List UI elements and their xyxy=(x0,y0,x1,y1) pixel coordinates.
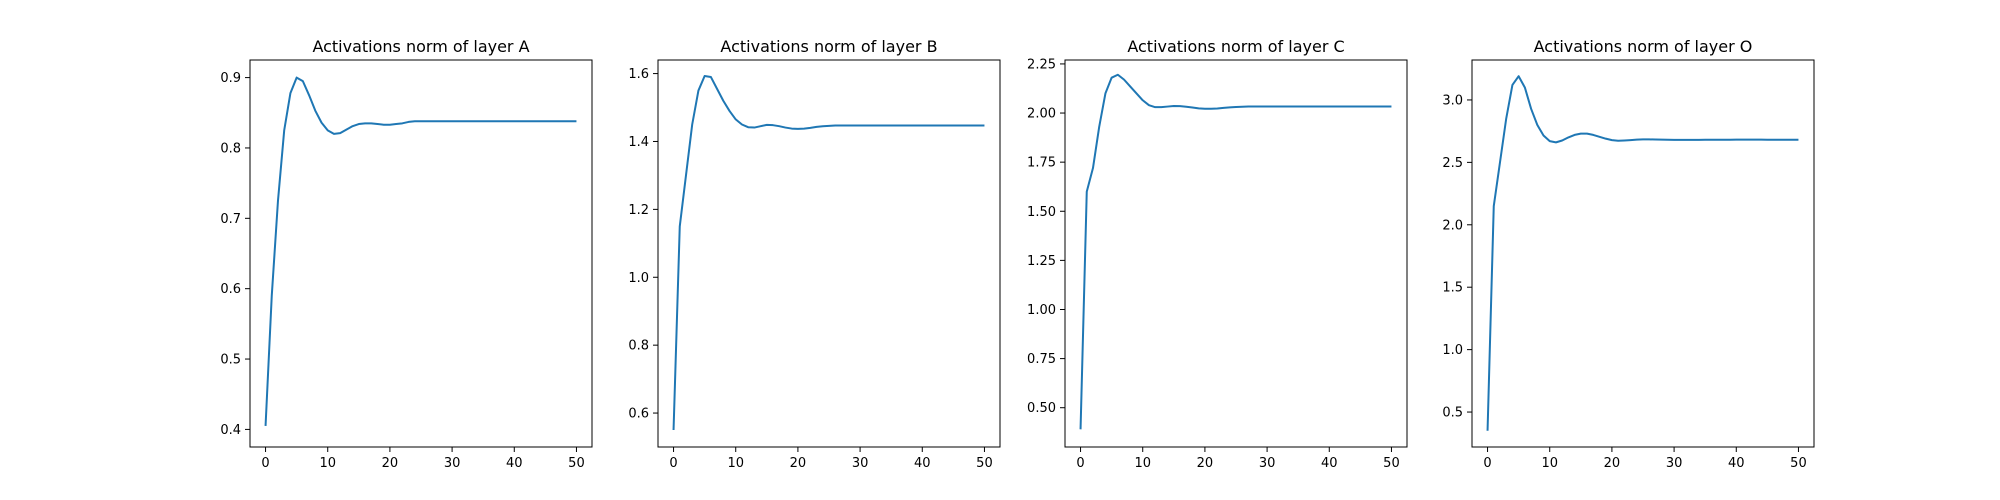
y-tick-label: 0.9 xyxy=(220,71,241,86)
x-tick-label: 0 xyxy=(261,456,269,471)
y-tick-label: 2.0 xyxy=(1442,218,1463,233)
x-tick-label: 10 xyxy=(1541,456,1558,471)
x-tick-label: 50 xyxy=(1383,456,1400,471)
axes-frame xyxy=(1064,59,1408,448)
chart-title: Activations norm of layer B xyxy=(720,37,937,56)
y-tick-label: 0.5 xyxy=(1442,406,1463,421)
x-tick-label: 30 xyxy=(1666,456,1683,471)
x-tick-label: 40 xyxy=(1321,456,1338,471)
series-line xyxy=(672,74,985,431)
y-tick-label: 1.0 xyxy=(628,271,649,286)
y-tick-label: 0.8 xyxy=(220,141,241,156)
axes-frame xyxy=(657,59,1001,448)
x-tick-label: 50 xyxy=(568,456,585,471)
x-tick-label: 30 xyxy=(444,456,461,471)
chart-panel: Activations norm of layer A 0 10 20 30 40 50 0.… xyxy=(220,37,593,471)
x-tick-label: 10 xyxy=(319,456,336,471)
y-tick-label: 0.75 xyxy=(1027,352,1056,367)
y-tick-label: 2.25 xyxy=(1027,57,1056,72)
y-tick-label: 0.6 xyxy=(220,282,241,297)
chart-panel: Activations norm of layer O 0 10 20 30 40 50 0.… xyxy=(1442,37,1815,471)
chart-panel: Activations norm of layer C 0 10 20 30 40 50 0.… xyxy=(1027,37,1408,471)
x-tick-label: 40 xyxy=(914,456,931,471)
y-tick-label: 0.4 xyxy=(220,423,241,438)
chart-title: Activations norm of layer C xyxy=(1127,37,1344,56)
y-tick-label: 2.00 xyxy=(1027,107,1056,122)
x-tick-label: 20 xyxy=(1197,456,1214,471)
y-tick-label: 0.7 xyxy=(220,212,241,227)
series-line xyxy=(264,76,577,426)
x-tick-label: 50 xyxy=(976,456,993,471)
y-tick-label: 1.25 xyxy=(1027,254,1056,269)
axes-frame xyxy=(249,59,593,448)
y-tick-label: 1.4 xyxy=(628,135,649,150)
chart-panel: Activations norm of layer B 0 10 20 30 40 50 0.… xyxy=(628,37,1001,471)
x-tick-label: 20 xyxy=(382,456,399,471)
x-tick-label: 50 xyxy=(1790,456,1807,471)
x-tick-label: 40 xyxy=(1728,456,1745,471)
x-tick-label: 0 xyxy=(669,456,677,471)
y-tick-label: 1.6 xyxy=(628,67,649,82)
x-tick-label: 20 xyxy=(1604,456,1621,471)
y-tick-label: 1.75 xyxy=(1027,156,1056,171)
x-tick-label: 0 xyxy=(1076,456,1084,471)
series-line xyxy=(1486,75,1799,431)
x-tick-label: 10 xyxy=(1134,456,1151,471)
x-tick-label: 10 xyxy=(727,456,744,471)
x-tick-label: 30 xyxy=(1259,456,1276,471)
y-tick-label: 0.5 xyxy=(220,353,241,368)
x-tick-label: 20 xyxy=(790,456,807,471)
chart-title: Activations norm of layer O xyxy=(1534,37,1753,56)
y-tick-label: 0.8 xyxy=(628,339,649,354)
y-tick-label: 1.00 xyxy=(1027,303,1056,318)
y-tick-label: 0.50 xyxy=(1027,401,1056,416)
y-tick-label: 3.0 xyxy=(1442,93,1463,108)
y-tick-label: 1.50 xyxy=(1027,205,1056,220)
x-tick-label: 40 xyxy=(506,456,523,471)
x-tick-label: 0 xyxy=(1483,456,1491,471)
y-tick-label: 0.6 xyxy=(628,407,649,422)
chart-title: Activations norm of layer A xyxy=(312,37,529,56)
y-tick-label: 1.5 xyxy=(1442,281,1463,296)
y-tick-label: 2.5 xyxy=(1442,156,1463,171)
y-tick-label: 1.2 xyxy=(628,203,649,218)
y-tick-label: 1.0 xyxy=(1442,343,1463,358)
series-line xyxy=(1079,73,1392,430)
axes-frame xyxy=(1471,59,1815,448)
x-tick-label: 30 xyxy=(852,456,869,471)
